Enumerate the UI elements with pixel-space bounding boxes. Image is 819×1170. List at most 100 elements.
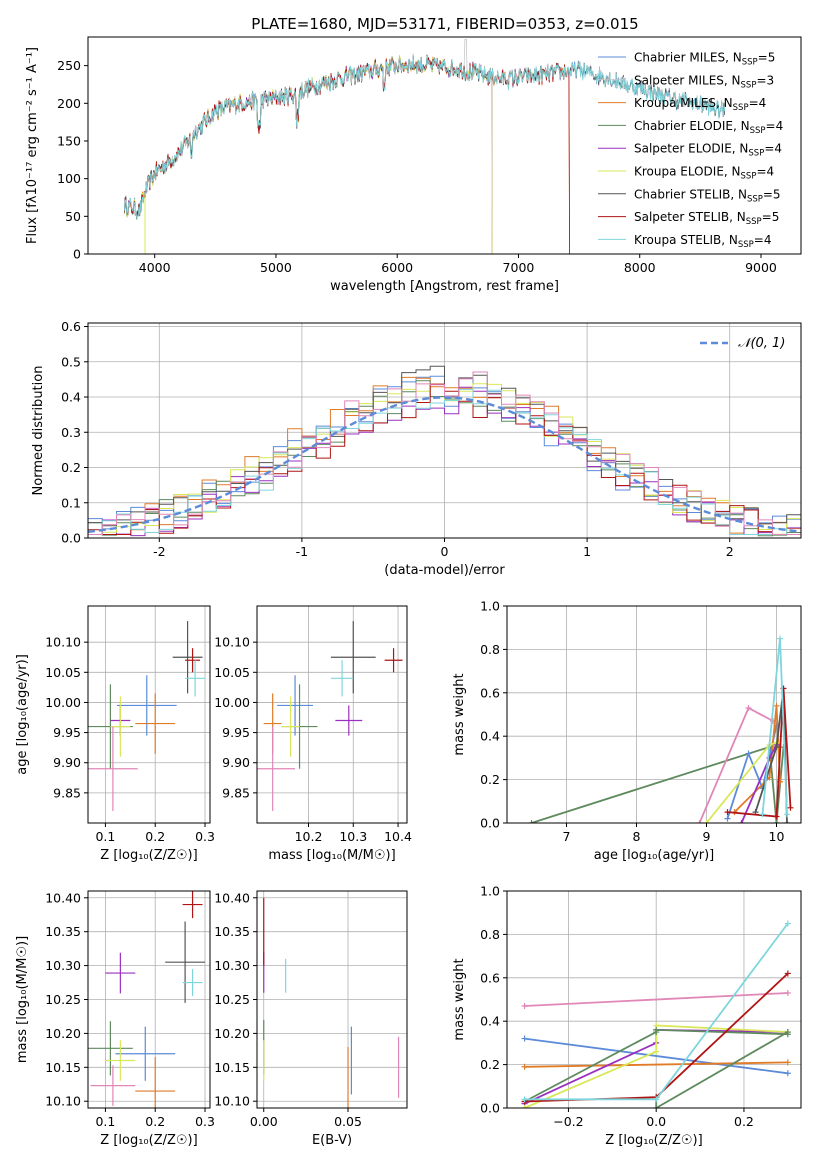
axes-frame bbox=[87, 890, 211, 1109]
plot-area bbox=[88, 891, 206, 1108]
normal-curve bbox=[88, 396, 801, 533]
y-tick-label: 10.00 bbox=[214, 695, 250, 710]
error-bar-point bbox=[105, 1040, 136, 1081]
y-tick-label: 0.2 bbox=[61, 460, 81, 475]
error-bar-point bbox=[277, 675, 313, 736]
legend-label: 𝒩(0, 1) bbox=[738, 336, 785, 351]
legend-label: Chabrier STELIB, NSSP=5 bbox=[634, 187, 781, 204]
weight-marker bbox=[521, 1003, 528, 1010]
y-tick-label: 0.1 bbox=[61, 495, 81, 510]
spectrum-line bbox=[124, 54, 725, 219]
y-tick-label: 0.0 bbox=[480, 1101, 500, 1116]
error-bar-point bbox=[182, 891, 203, 919]
plot-area bbox=[528, 635, 794, 823]
axes-frame bbox=[87, 322, 802, 539]
weight-marker bbox=[777, 635, 783, 642]
legend-label: Salpeter ELODIE, NSSP=4 bbox=[634, 142, 782, 159]
y-tick-label: 150 bbox=[57, 133, 81, 148]
y-axis-label: Normed distribution bbox=[31, 366, 46, 496]
weight-marker bbox=[784, 820, 790, 823]
weight-marker bbox=[745, 750, 752, 757]
weight-marker bbox=[653, 1096, 660, 1103]
chart-weight_vs_Z: −0.2 0.0 0.2 0.0 0.2 0.4 0.6 0.8 1.0 Z [log₁₀(Z/Z… bbox=[452, 884, 802, 1148]
legend-label: Kroupa STELIB, NSSP=4 bbox=[634, 233, 772, 250]
weight-line bbox=[531, 745, 785, 823]
weight-marker bbox=[724, 809, 731, 816]
weight-marker bbox=[653, 1105, 660, 1108]
weight-marker bbox=[784, 1059, 791, 1066]
y-axis-label: mass [log₁₀(M/M☉)] bbox=[15, 936, 30, 1063]
y-tick-label: 9.95 bbox=[53, 725, 81, 740]
plot-area bbox=[521, 920, 791, 1108]
x-tick-label: 1 bbox=[583, 544, 591, 559]
x-tick-label: -1 bbox=[296, 544, 308, 559]
x-tick-label: 6000 bbox=[381, 260, 413, 275]
error-bar-point bbox=[281, 696, 300, 757]
y-tick-label: 10.25 bbox=[45, 992, 81, 1007]
axes-frame bbox=[87, 605, 211, 824]
legend-label: Chabrier ELODIE, NSSP=4 bbox=[634, 119, 783, 136]
y-tick-label: 0.0 bbox=[480, 816, 500, 831]
x-tick-label: 0.1 bbox=[95, 829, 115, 844]
x-axis-label: wavelength [Angstrom, rest frame] bbox=[330, 279, 559, 294]
x-tick-label: 7 bbox=[563, 829, 571, 844]
y-tick-label: 10.05 bbox=[45, 665, 81, 680]
error-bar-point bbox=[110, 696, 131, 757]
weight-marker bbox=[773, 702, 780, 709]
weight-marker bbox=[724, 815, 731, 822]
y-tick-label: 0 bbox=[73, 247, 81, 262]
y-tick-label: 1.0 bbox=[480, 884, 500, 899]
y-tick-label: 10.30 bbox=[45, 958, 81, 973]
plot-area bbox=[263, 897, 400, 1108]
y-tick-label: 10.10 bbox=[45, 635, 81, 650]
y-tick-label: 0.8 bbox=[480, 927, 500, 942]
weight-marker bbox=[784, 989, 791, 996]
y-tick-label: 10.20 bbox=[214, 1026, 250, 1041]
axes-frame bbox=[506, 890, 802, 1109]
x-axis-label: Z [log₁₀(Z/Z☉)] bbox=[100, 1133, 197, 1148]
chart-mass_vs_Z: 0.1 0.2 0.3 10.10 10.15 10.20 10.25 10.30 10.35 1… bbox=[15, 890, 215, 1148]
y-tick-label: 0.5 bbox=[61, 354, 81, 369]
chart-weight_vs_age: 7 8 9 10 0.0 0.2 0.4 0.6 0.8 1.0 age [log₁₀(age/yr… bbox=[452, 599, 802, 863]
y-tick-label: 0.4 bbox=[61, 390, 81, 405]
x-tick-label: 0.3 bbox=[195, 1114, 215, 1129]
weight-marker bbox=[773, 813, 780, 820]
error-bar-point bbox=[330, 660, 354, 697]
x-axis-label: mass [log₁₀(M/M☉)] bbox=[268, 848, 395, 863]
error-bar-point bbox=[172, 621, 203, 694]
error-bar-point bbox=[88, 726, 138, 811]
x-tick-label: 0.05 bbox=[334, 1114, 362, 1129]
weight-marker bbox=[696, 820, 703, 823]
x-tick-label: 10.3 bbox=[339, 829, 367, 844]
y-tick-label: 0.8 bbox=[480, 642, 500, 657]
y-tick-label: 10.00 bbox=[45, 695, 81, 710]
y-tick-label: 9.90 bbox=[222, 755, 250, 770]
weight-line bbox=[524, 1037, 788, 1075]
legend: Chabrier MILES, NSSP=5 Salpeter MILES, NS… bbox=[598, 51, 783, 250]
legend-label: Salpeter STELIB, NSSP=5 bbox=[634, 210, 779, 227]
x-tick-label: 10.4 bbox=[384, 829, 412, 844]
x-axis-label: (data-model)/error bbox=[384, 563, 505, 578]
y-tick-label: 10.40 bbox=[45, 890, 81, 905]
y-tick-label: 10.10 bbox=[214, 635, 250, 650]
x-tick-label: 7000 bbox=[503, 260, 535, 275]
y-tick-label: 9.95 bbox=[222, 725, 250, 740]
weight-marker bbox=[528, 820, 535, 823]
y-tick-label: 100 bbox=[57, 171, 81, 186]
chart-residuals: -2 -1 0 1 2 0.0 0.1 0.2 0.3 0.4 0.5 0.6 (data-model)… bbox=[31, 319, 802, 578]
weight-marker bbox=[784, 1070, 791, 1077]
weight-marker bbox=[653, 1048, 660, 1055]
y-tick-label: 0.4 bbox=[480, 729, 500, 744]
figure-title: PLATE=1680, MJD=53171, FIBERID=0353, z=0… bbox=[251, 15, 638, 33]
weight-marker bbox=[703, 820, 710, 823]
axes-frame bbox=[506, 605, 802, 824]
x-tick-label: 0.2 bbox=[734, 1114, 754, 1129]
y-tick-label: 10.25 bbox=[214, 992, 250, 1007]
x-tick-label: 0.3 bbox=[195, 829, 215, 844]
error-bar-point bbox=[105, 952, 136, 994]
y-tick-label: 0.6 bbox=[480, 970, 500, 985]
x-tick-label: 5000 bbox=[260, 260, 292, 275]
chart-age_vs_mass: 10.2 10.3 10.4 9.85 9.90 9.95 10.00 10.05 10.10 m… bbox=[214, 605, 412, 863]
y-tick-label: 10.15 bbox=[214, 1060, 250, 1075]
